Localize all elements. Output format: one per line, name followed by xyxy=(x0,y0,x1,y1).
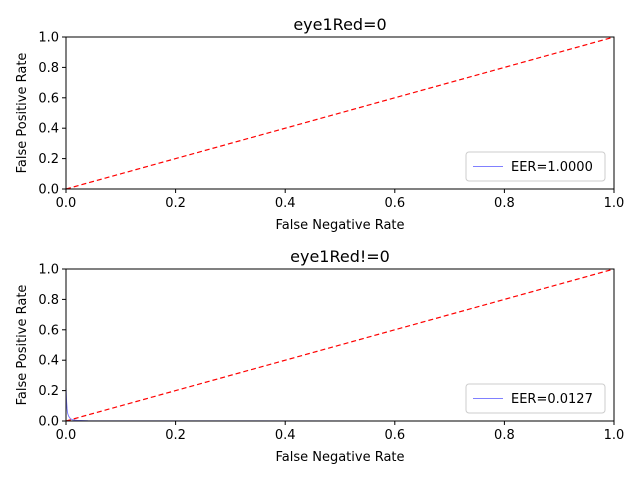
y-tick-label: 0.0 xyxy=(38,183,59,198)
x-tick-label: 1.0 xyxy=(604,196,625,211)
legend-label: EER=1.0000 xyxy=(511,160,593,175)
axes-frame xyxy=(65,268,615,422)
y-tick-label: 0.4 xyxy=(38,354,59,369)
legend-box xyxy=(465,151,606,182)
x-tick-label: 0.8 xyxy=(494,196,515,211)
y-tick-label: 0.8 xyxy=(38,293,59,308)
y-tick-label: 0.8 xyxy=(38,61,59,76)
x-tick-label: 0.0 xyxy=(56,196,77,211)
x-tick-label: 0.6 xyxy=(384,428,405,443)
chart-title: eye1Red=0 xyxy=(293,15,386,34)
y-tick-label: 0.6 xyxy=(38,323,59,338)
y-tick-label: 0.0 xyxy=(38,415,59,430)
x-tick-label: 0.8 xyxy=(494,428,515,443)
y-axis-label: False Positive Rate xyxy=(15,285,30,406)
axes-frame xyxy=(65,36,615,190)
y-tick-label: 0.6 xyxy=(38,91,59,106)
legend-label: EER=0.0127 xyxy=(511,392,593,407)
chart-title: eye1Red!=0 xyxy=(290,247,390,266)
subplot-2: 0.0 0.2 0.4 0.6 0.8 1.0 0.0 0.2 0.4 0.6 0.8 1.0 eye1… xyxy=(15,247,624,465)
x-tick-label: 0.2 xyxy=(165,196,186,211)
diagonal-reference-line xyxy=(66,269,614,421)
y-tick-label: 0.4 xyxy=(38,122,59,137)
diagonal-reference-line xyxy=(66,37,614,189)
legend: EER=1.0000 xyxy=(465,151,606,182)
y-tick-label: 1.0 xyxy=(38,31,59,46)
x-tick-label: 0.0 xyxy=(56,428,77,443)
x-axis-label: False Negative Rate xyxy=(275,218,404,233)
y-tick-label: 0.2 xyxy=(38,152,59,167)
x-tick-label: 0.2 xyxy=(165,428,186,443)
subplot-1: 0.0 0.2 0.4 0.6 0.8 1.0 0.0 0.2 0.4 0.6 0.8 1.0 eye1… xyxy=(15,15,624,233)
x-tick-label: 0.6 xyxy=(384,196,405,211)
y-axis-label: False Positive Rate xyxy=(15,53,30,174)
x-tick-label: 0.4 xyxy=(275,428,296,443)
x-axis-label: False Negative Rate xyxy=(275,450,404,465)
legend: EER=0.0127 xyxy=(465,383,606,414)
y-tick-label: 1.0 xyxy=(38,263,59,278)
x-tick-label: 0.4 xyxy=(275,196,296,211)
legend-box xyxy=(465,383,606,414)
y-tick-label: 0.2 xyxy=(38,384,59,399)
x-tick-label: 1.0 xyxy=(604,428,625,443)
